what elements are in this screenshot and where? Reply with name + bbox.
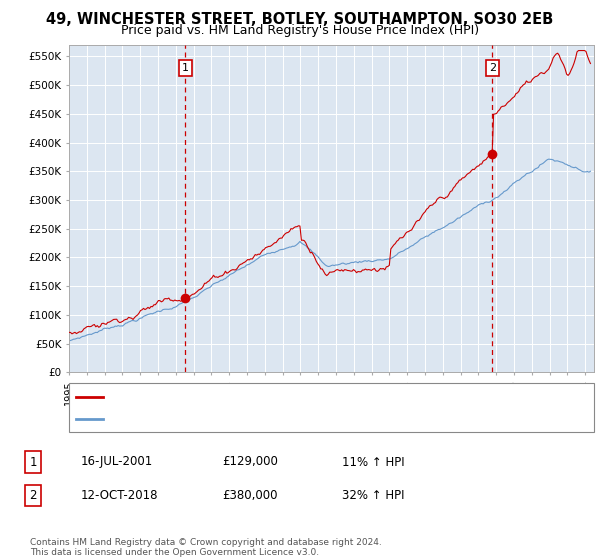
- Text: 49, WINCHESTER STREET, BOTLEY, SOUTHAMPTON, SO30 2EB: 49, WINCHESTER STREET, BOTLEY, SOUTHAMPT…: [46, 12, 554, 27]
- Text: 32% ↑ HPI: 32% ↑ HPI: [342, 489, 404, 502]
- Text: 2: 2: [29, 489, 37, 502]
- Text: HPI: Average price, semi-detached house, Eastleigh: HPI: Average price, semi-detached house,…: [108, 413, 361, 423]
- Text: 49, WINCHESTER STREET, BOTLEY, SOUTHAMPTON, SO30 2EB (semi-detached house): 49, WINCHESTER STREET, BOTLEY, SOUTHAMPT…: [108, 392, 529, 402]
- Text: £129,000: £129,000: [222, 455, 278, 469]
- Text: Contains HM Land Registry data © Crown copyright and database right 2024.
This d: Contains HM Land Registry data © Crown c…: [30, 538, 382, 557]
- Text: Price paid vs. HM Land Registry's House Price Index (HPI): Price paid vs. HM Land Registry's House …: [121, 24, 479, 36]
- Text: 16-JUL-2001: 16-JUL-2001: [81, 455, 153, 469]
- Text: 11% ↑ HPI: 11% ↑ HPI: [342, 455, 404, 469]
- Text: 12-OCT-2018: 12-OCT-2018: [81, 489, 158, 502]
- Text: 1: 1: [29, 455, 37, 469]
- Text: 2: 2: [488, 63, 496, 73]
- Text: £380,000: £380,000: [222, 489, 277, 502]
- Text: 1: 1: [182, 63, 189, 73]
